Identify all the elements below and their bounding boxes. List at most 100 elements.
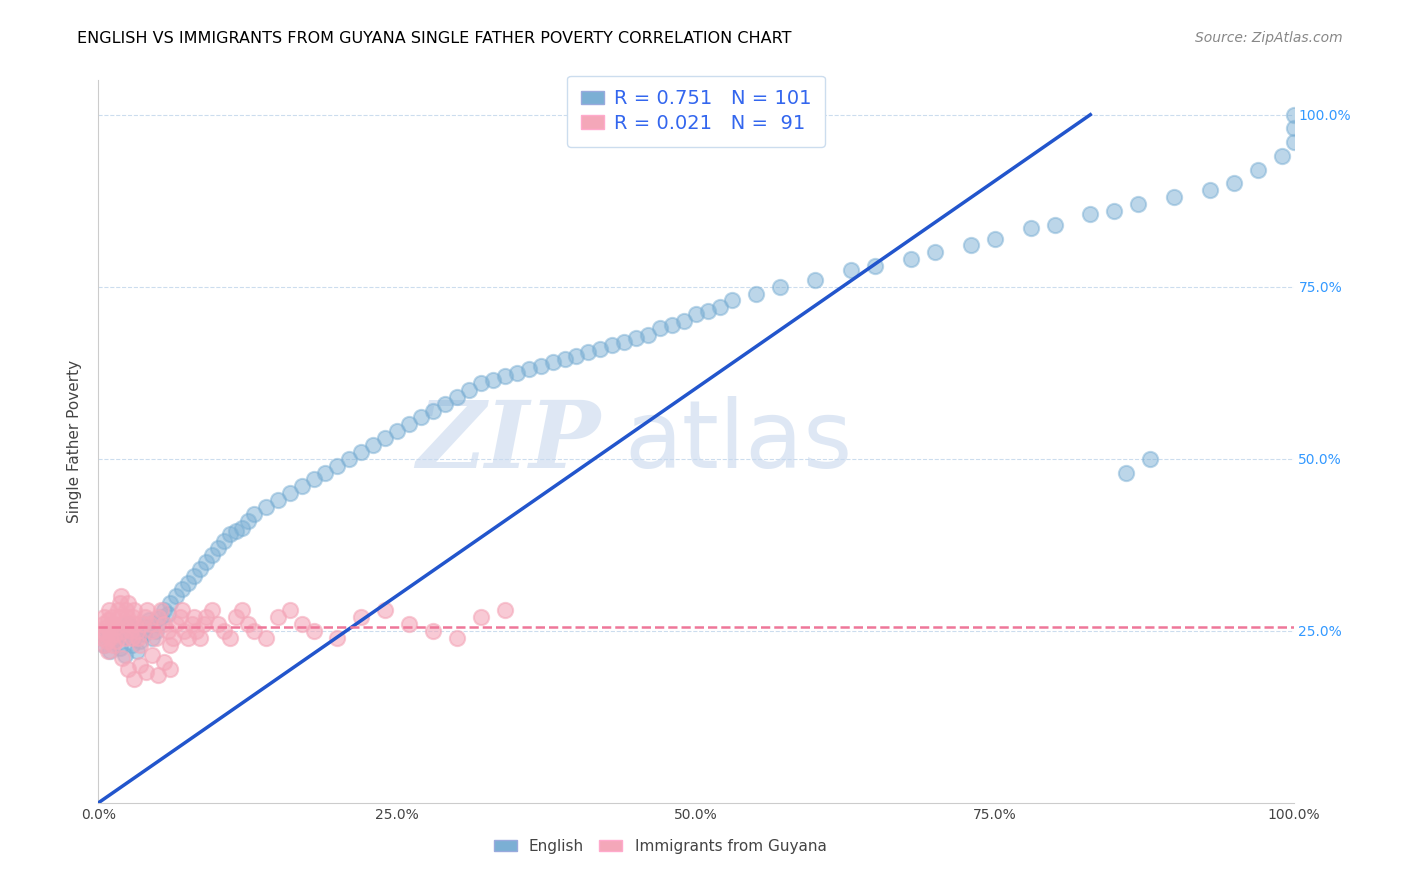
Point	[236, 514, 259, 528]
Point	[153, 616, 176, 631]
Point	[112, 616, 135, 631]
Point	[180, 616, 202, 631]
Point	[350, 445, 373, 459]
Point	[114, 648, 136, 662]
Point	[578, 345, 600, 359]
Point	[212, 534, 235, 549]
Point	[93, 610, 115, 624]
Point	[105, 631, 128, 645]
Point	[134, 610, 156, 624]
Point	[326, 631, 349, 645]
Point	[470, 610, 492, 624]
Point	[398, 616, 420, 631]
Point	[145, 631, 167, 645]
Point	[111, 651, 134, 665]
Point	[97, 644, 120, 658]
Point	[193, 616, 215, 631]
Point	[183, 610, 205, 624]
Point	[1139, 451, 1161, 466]
Point	[115, 603, 138, 617]
Point	[201, 603, 224, 617]
Point	[1223, 177, 1246, 191]
Point	[96, 620, 118, 634]
Point	[125, 624, 148, 638]
Point	[139, 616, 162, 631]
Point	[494, 369, 516, 384]
Point	[960, 238, 983, 252]
Point	[129, 638, 152, 652]
Point	[149, 610, 172, 624]
Point	[1043, 218, 1066, 232]
Point	[673, 314, 696, 328]
Point	[96, 634, 118, 648]
Point	[93, 638, 115, 652]
Point	[98, 603, 121, 617]
Point	[127, 631, 149, 645]
Point	[219, 631, 242, 645]
Point	[136, 603, 159, 617]
Point	[243, 507, 266, 521]
Point	[91, 631, 114, 645]
Text: ZIP: ZIP	[416, 397, 600, 486]
Point	[254, 631, 277, 645]
Point	[685, 307, 707, 321]
Point	[565, 349, 588, 363]
Point	[97, 627, 120, 641]
Point	[422, 624, 444, 638]
Text: atlas: atlas	[624, 395, 852, 488]
Point	[243, 624, 266, 638]
Point	[267, 610, 290, 624]
Point	[124, 672, 146, 686]
Point	[120, 624, 142, 638]
Point	[117, 616, 139, 631]
Point	[173, 624, 195, 638]
Point	[156, 607, 179, 621]
Point	[172, 582, 194, 597]
Point	[984, 231, 1007, 245]
Point	[132, 627, 155, 641]
Point	[101, 634, 124, 648]
Point	[602, 338, 624, 352]
Point	[1282, 121, 1305, 136]
Point	[446, 631, 468, 645]
Point	[195, 555, 218, 569]
Point	[1282, 135, 1305, 149]
Point	[172, 603, 194, 617]
Point	[1163, 190, 1185, 204]
Point	[231, 603, 253, 617]
Point	[156, 624, 179, 638]
Point	[121, 631, 143, 645]
Legend: English, Immigrants from Guyana: English, Immigrants from Guyana	[488, 833, 832, 860]
Point	[141, 631, 163, 645]
Point	[1019, 221, 1042, 235]
Point	[446, 390, 468, 404]
Point	[125, 644, 148, 658]
Point	[153, 603, 176, 617]
Point	[97, 614, 120, 628]
Point	[118, 616, 141, 631]
Point	[697, 303, 720, 318]
Point	[589, 342, 612, 356]
Point	[626, 331, 648, 345]
Point	[481, 373, 505, 387]
Point	[103, 616, 125, 631]
Point	[254, 500, 277, 514]
Point	[105, 634, 128, 648]
Point	[129, 634, 152, 648]
Point	[101, 638, 124, 652]
Point	[110, 590, 132, 604]
Point	[207, 541, 229, 556]
Point	[530, 359, 553, 373]
Y-axis label: Single Father Poverty: Single Father Poverty	[67, 360, 83, 523]
Point	[159, 662, 181, 676]
Point	[98, 631, 122, 645]
Point	[458, 383, 481, 397]
Point	[177, 631, 200, 645]
Point	[422, 403, 444, 417]
Point	[195, 610, 218, 624]
Point	[768, 279, 790, 293]
Point	[165, 590, 187, 604]
Point	[117, 596, 139, 610]
Point	[148, 616, 170, 631]
Point	[188, 562, 211, 576]
